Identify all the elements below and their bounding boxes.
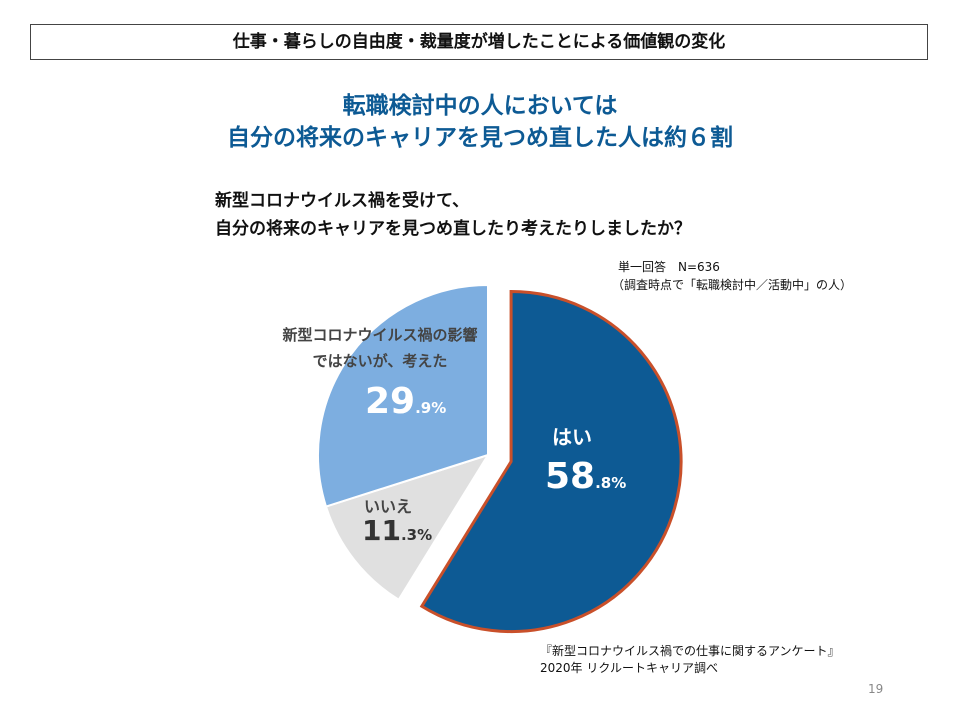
chart-title: 新型コロナウイルス禍を受けて、 bbox=[215, 191, 470, 211]
value-label: 11.3% bbox=[362, 514, 432, 547]
value-label: 29.9% bbox=[365, 381, 446, 422]
chart-title: 自分の将来のキャリアを見つめ直したり考えたりしましたか？ bbox=[215, 219, 691, 239]
note: 単一回答 N=636 bbox=[618, 260, 720, 274]
value-label: 58.8% bbox=[545, 456, 626, 497]
source: 2020年 リクルートキャリア調べ bbox=[540, 661, 718, 675]
pie-slice bbox=[419, 290, 683, 634]
page-number: 19 bbox=[868, 682, 884, 696]
slide-header: 仕事・暮らしの自由度・裁量度が増したことによる価値観の変化 bbox=[30, 24, 928, 60]
pie-slice bbox=[324, 453, 491, 602]
headline: 転職検討中の人においては bbox=[342, 93, 618, 119]
pie-slice bbox=[317, 283, 489, 508]
slice-label: はい bbox=[552, 425, 592, 449]
slice-label: いいえ bbox=[364, 497, 413, 516]
note: （調査時点で「転職検討中／活動中」の人） bbox=[612, 278, 853, 292]
headline: 自分の将来のキャリアを見つめ直した人は約６割 bbox=[227, 125, 733, 151]
slice-label: 新型コロナウイルス禍の影響ではないが、考えた bbox=[282, 326, 478, 370]
source: 『新型コロナウイルス禍での仕事に関するアンケート』 bbox=[540, 644, 840, 658]
